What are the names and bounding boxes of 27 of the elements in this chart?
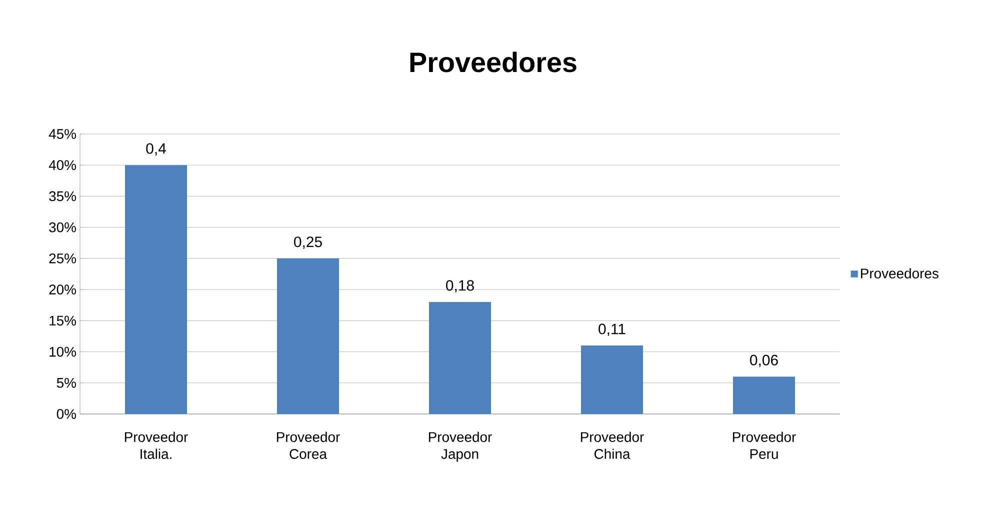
bar [581,346,644,414]
x-tick-label: Proveedor Japon [428,432,492,462]
bar [125,165,188,414]
chart-title: Proveedores [410,52,576,72]
y-tick-label: 5% [56,378,76,388]
y-tick-label: 15% [50,316,76,326]
bar [733,376,796,414]
y-tick-label: 25% [49,253,76,264]
bar [429,302,492,414]
bar [277,258,340,414]
x-tick-label: Proveedor China [580,432,644,459]
y-tick-label: 20% [49,284,76,294]
data-label: 0,11 [598,324,626,336]
data-label: 0,25 [294,236,322,249]
y-tick-label: 45% [48,129,76,139]
y-tick-label: 30% [49,222,76,232]
data-label: 0,18 [446,280,474,292]
y-tick-label: 10% [50,346,76,357]
legend-label: Proveedores [861,268,938,278]
y-tick-label: 0% [56,409,76,419]
data-label: 0,4 [146,143,166,156]
x-tick-label: Proveedor Italia. [124,432,188,459]
y-tick-label: 40% [48,160,76,170]
y-tick-label: 35% [49,191,76,202]
data-label: 0,06 [750,354,778,368]
x-tick-label: Proveedor Corea [276,432,340,459]
x-tick-label: Proveedor Peru [732,432,796,459]
